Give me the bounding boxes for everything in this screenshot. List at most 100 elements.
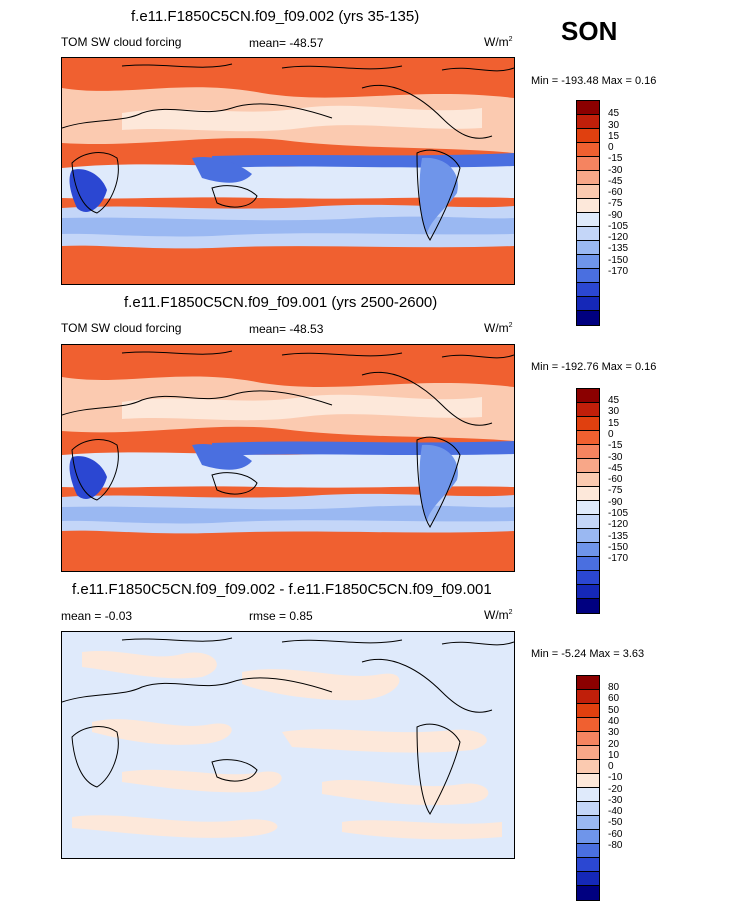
colorbar-box (577, 830, 599, 844)
colorbar-box (577, 389, 599, 403)
colorbar-box (577, 283, 599, 297)
colorbar-tick-label: -30 (608, 795, 623, 806)
panel-3-mean-label: mean = -0.03 (61, 609, 133, 623)
colorbar-tick-label: -105 (608, 221, 629, 232)
colorbar-box (577, 557, 599, 571)
colorbar-tick-label: -105 (608, 508, 629, 519)
colorbar-box (577, 199, 599, 213)
colorbar-tick-label: 0 (608, 429, 614, 440)
colorbar-box (577, 774, 599, 788)
colorbar-tick-label: -170 (608, 553, 629, 564)
panel-2-map (61, 344, 515, 572)
colorbar-tick-label: 80 (608, 682, 620, 693)
colorbar-box (577, 788, 599, 802)
panel-3-map (61, 631, 515, 859)
colorbar-box (577, 227, 599, 241)
panel-2-contour-plot (62, 345, 514, 571)
colorbar-box (577, 676, 599, 690)
colorbar-box (577, 459, 599, 473)
panel-3-units: W/m2 (484, 608, 513, 622)
colorbar-tick-label: -30 (608, 452, 623, 463)
colorbar-box (577, 431, 599, 445)
colorbar-tick-label: -135 (608, 243, 629, 254)
colorbar-tick-label: 0 (608, 761, 614, 772)
colorbar-tick-label: -10 (608, 772, 623, 783)
colorbar-box (577, 858, 599, 872)
colorbar-box (577, 690, 599, 704)
colorbar-box (577, 746, 599, 760)
colorbar-box (577, 115, 599, 129)
panel-2-units: W/m2 (484, 321, 513, 335)
colorbar-tick-label: -45 (608, 176, 623, 187)
colorbar-tick-label: -150 (608, 255, 629, 266)
colorbar-tick-label: -75 (608, 485, 623, 496)
colorbar-tick-label: -30 (608, 165, 623, 176)
colorbar-tick-label: -135 (608, 531, 629, 542)
colorbar-box (577, 487, 599, 501)
panel-3-rmse-label: rmse = 0.85 (249, 609, 313, 623)
panel-1-variable-label: TOM SW cloud forcing (61, 35, 182, 49)
panel-2-colorbar (576, 388, 600, 614)
colorbar-box (577, 241, 599, 255)
panel-2-variable-label: TOM SW cloud forcing (61, 321, 182, 335)
colorbar-tick-label: -75 (608, 198, 623, 209)
colorbar-tick-label: 30 (608, 727, 620, 738)
colorbar-box (577, 543, 599, 557)
colorbar-box (577, 311, 599, 325)
colorbar-tick-label: 30 (608, 406, 620, 417)
colorbar-box (577, 213, 599, 227)
colorbar-box (577, 529, 599, 543)
colorbar-tick-label: -60 (608, 187, 623, 198)
panel-2-minmax: Min = -192.76 Max = 0.16 (531, 361, 657, 373)
panel-1-map (61, 57, 515, 285)
colorbar-box (577, 599, 599, 613)
colorbar-tick-label: -60 (608, 474, 623, 485)
colorbar-tick-label: 20 (608, 739, 620, 750)
colorbar-tick-label: 30 (608, 120, 620, 131)
colorbar-box (577, 255, 599, 269)
colorbar-box (577, 129, 599, 143)
colorbar-box (577, 571, 599, 585)
colorbar-tick-label: 10 (608, 750, 620, 761)
panel-3-colorbar (576, 675, 600, 901)
colorbar-tick-label: -50 (608, 817, 623, 828)
season-label: SON (561, 16, 618, 46)
colorbar-tick-label: -15 (608, 440, 623, 451)
colorbar-box (577, 802, 599, 816)
colorbar-tick-label: 40 (608, 716, 620, 727)
colorbar-tick-label: -40 (608, 806, 623, 817)
colorbar-tick-label: -80 (608, 840, 623, 851)
colorbar-tick-label: -60 (608, 829, 623, 840)
colorbar-box (577, 101, 599, 115)
colorbar-box (577, 585, 599, 599)
colorbar-box (577, 297, 599, 311)
colorbar-box (577, 732, 599, 746)
colorbar-box (577, 445, 599, 459)
colorbar-box (577, 473, 599, 487)
colorbar-box (577, 403, 599, 417)
colorbar-tick-label: -150 (608, 542, 629, 553)
colorbar-tick-label: -15 (608, 153, 623, 164)
panel-2-mean-label: mean= -48.53 (249, 322, 324, 336)
colorbar-tick-label: 0 (608, 142, 614, 153)
panel-3-minmax: Min = -5.24 Max = 3.63 (531, 648, 645, 660)
colorbar-tick-label: -20 (608, 784, 623, 795)
colorbar-tick-label: 60 (608, 693, 620, 704)
colorbar-tick-label: 15 (608, 131, 620, 142)
colorbar-tick-label: -90 (608, 210, 623, 221)
panel-1-units: W/m2 (484, 35, 513, 49)
colorbar-box (577, 515, 599, 529)
panel-1-title: f.e11.F1850C5CN.f09_f09.002 (yrs 35-135) (131, 8, 420, 25)
colorbar-box (577, 417, 599, 431)
panel-1-minmax: Min = -193.48 Max = 0.16 (531, 75, 657, 87)
colorbar-box (577, 171, 599, 185)
colorbar-box (577, 718, 599, 732)
colorbar-tick-label: 50 (608, 705, 620, 716)
colorbar-box (577, 157, 599, 171)
panel-3-title: f.e11.F1850C5CN.f09_f09.002 - f.e11.F185… (72, 581, 492, 598)
panel-1-colorbar (576, 100, 600, 326)
panel-1-mean-label: mean= -48.57 (249, 36, 324, 50)
colorbar-tick-label: 45 (608, 108, 620, 119)
colorbar-box (577, 269, 599, 283)
colorbar-box (577, 816, 599, 830)
